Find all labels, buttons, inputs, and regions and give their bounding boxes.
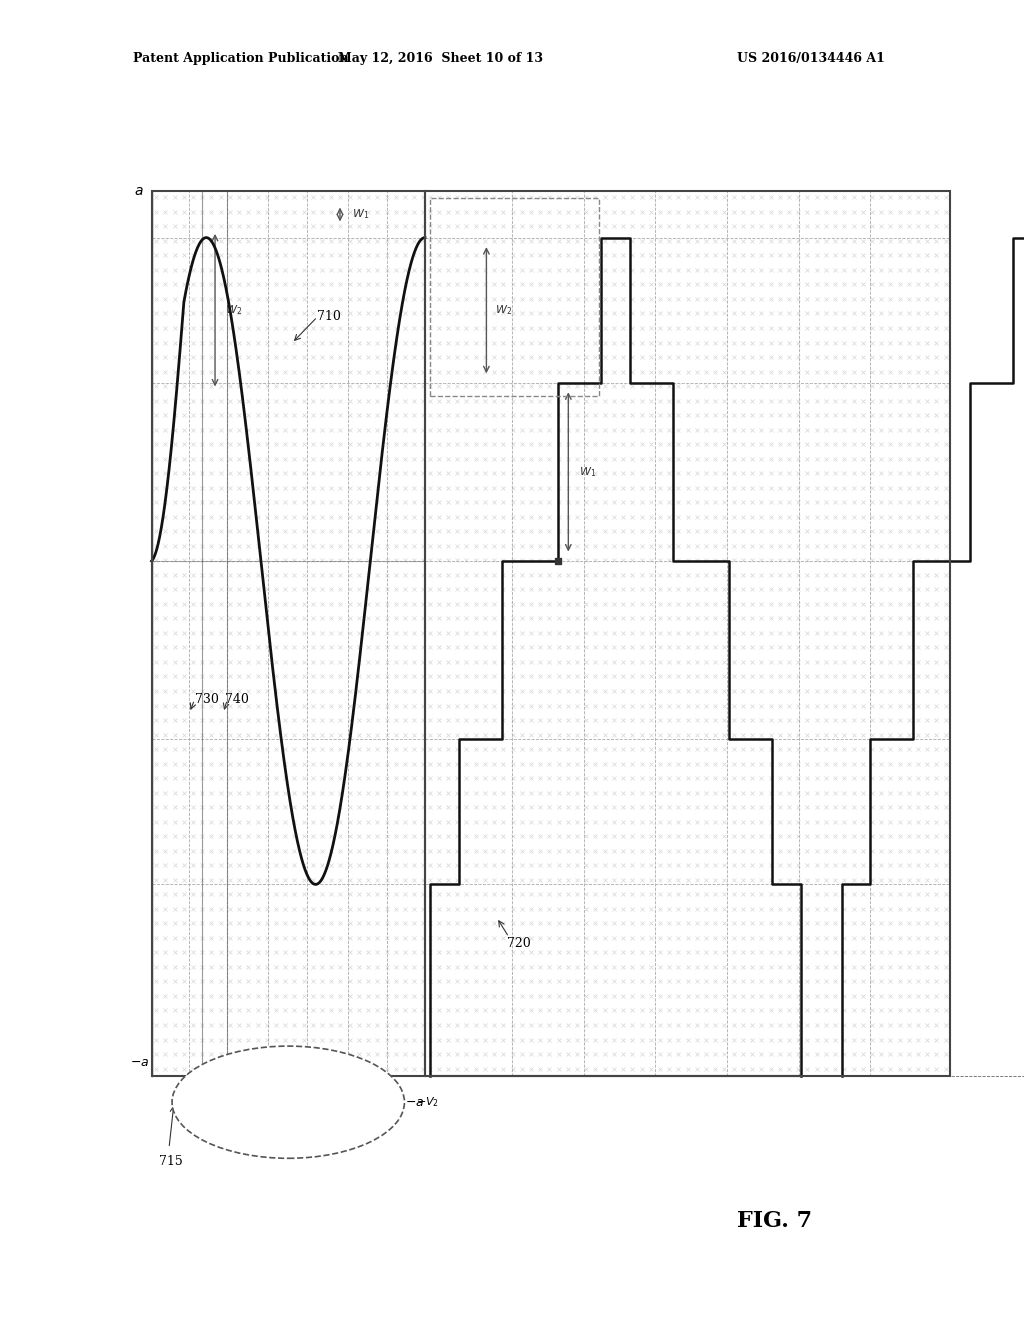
Text: FIG. 7: FIG. 7 [737,1210,812,1232]
Ellipse shape [172,1045,404,1159]
Bar [152,191,425,1076]
Text: $-V_2$: $-V_2$ [417,1096,439,1109]
Text: $0$: $0$ [327,1096,335,1109]
Bar [425,191,950,1076]
Text: Patent Application Publication: Patent Application Publication [133,51,348,65]
Text: $W_2$: $W_2$ [495,304,512,317]
Text: $W_1$: $W_1$ [579,465,596,479]
Text: $-a$: $-a$ [406,1096,424,1109]
Text: $-V_1$: $-V_1$ [366,1096,388,1109]
Text: 720: 720 [507,937,530,950]
Text: 730: 730 [195,693,218,706]
Text: $W_2$: $W_2$ [225,304,243,317]
Text: $W_1$: $W_1$ [352,207,370,222]
Bar [430,198,599,396]
Text: US 2016/0134446 A1: US 2016/0134446 A1 [737,51,885,65]
Text: 740: 740 [225,693,249,706]
Text: $a$: $a$ [173,1096,181,1109]
Text: $a$: $a$ [134,185,144,198]
Text: $-a$: $-a$ [130,1056,148,1069]
Text: May 12, 2016  Sheet 10 of 13: May 12, 2016 Sheet 10 of 13 [338,51,543,65]
Text: $V_2$: $V_2$ [211,1096,225,1109]
Text: 715: 715 [159,1155,182,1168]
Text: 710: 710 [317,310,341,323]
Text: $V_1$: $V_1$ [267,1096,282,1109]
